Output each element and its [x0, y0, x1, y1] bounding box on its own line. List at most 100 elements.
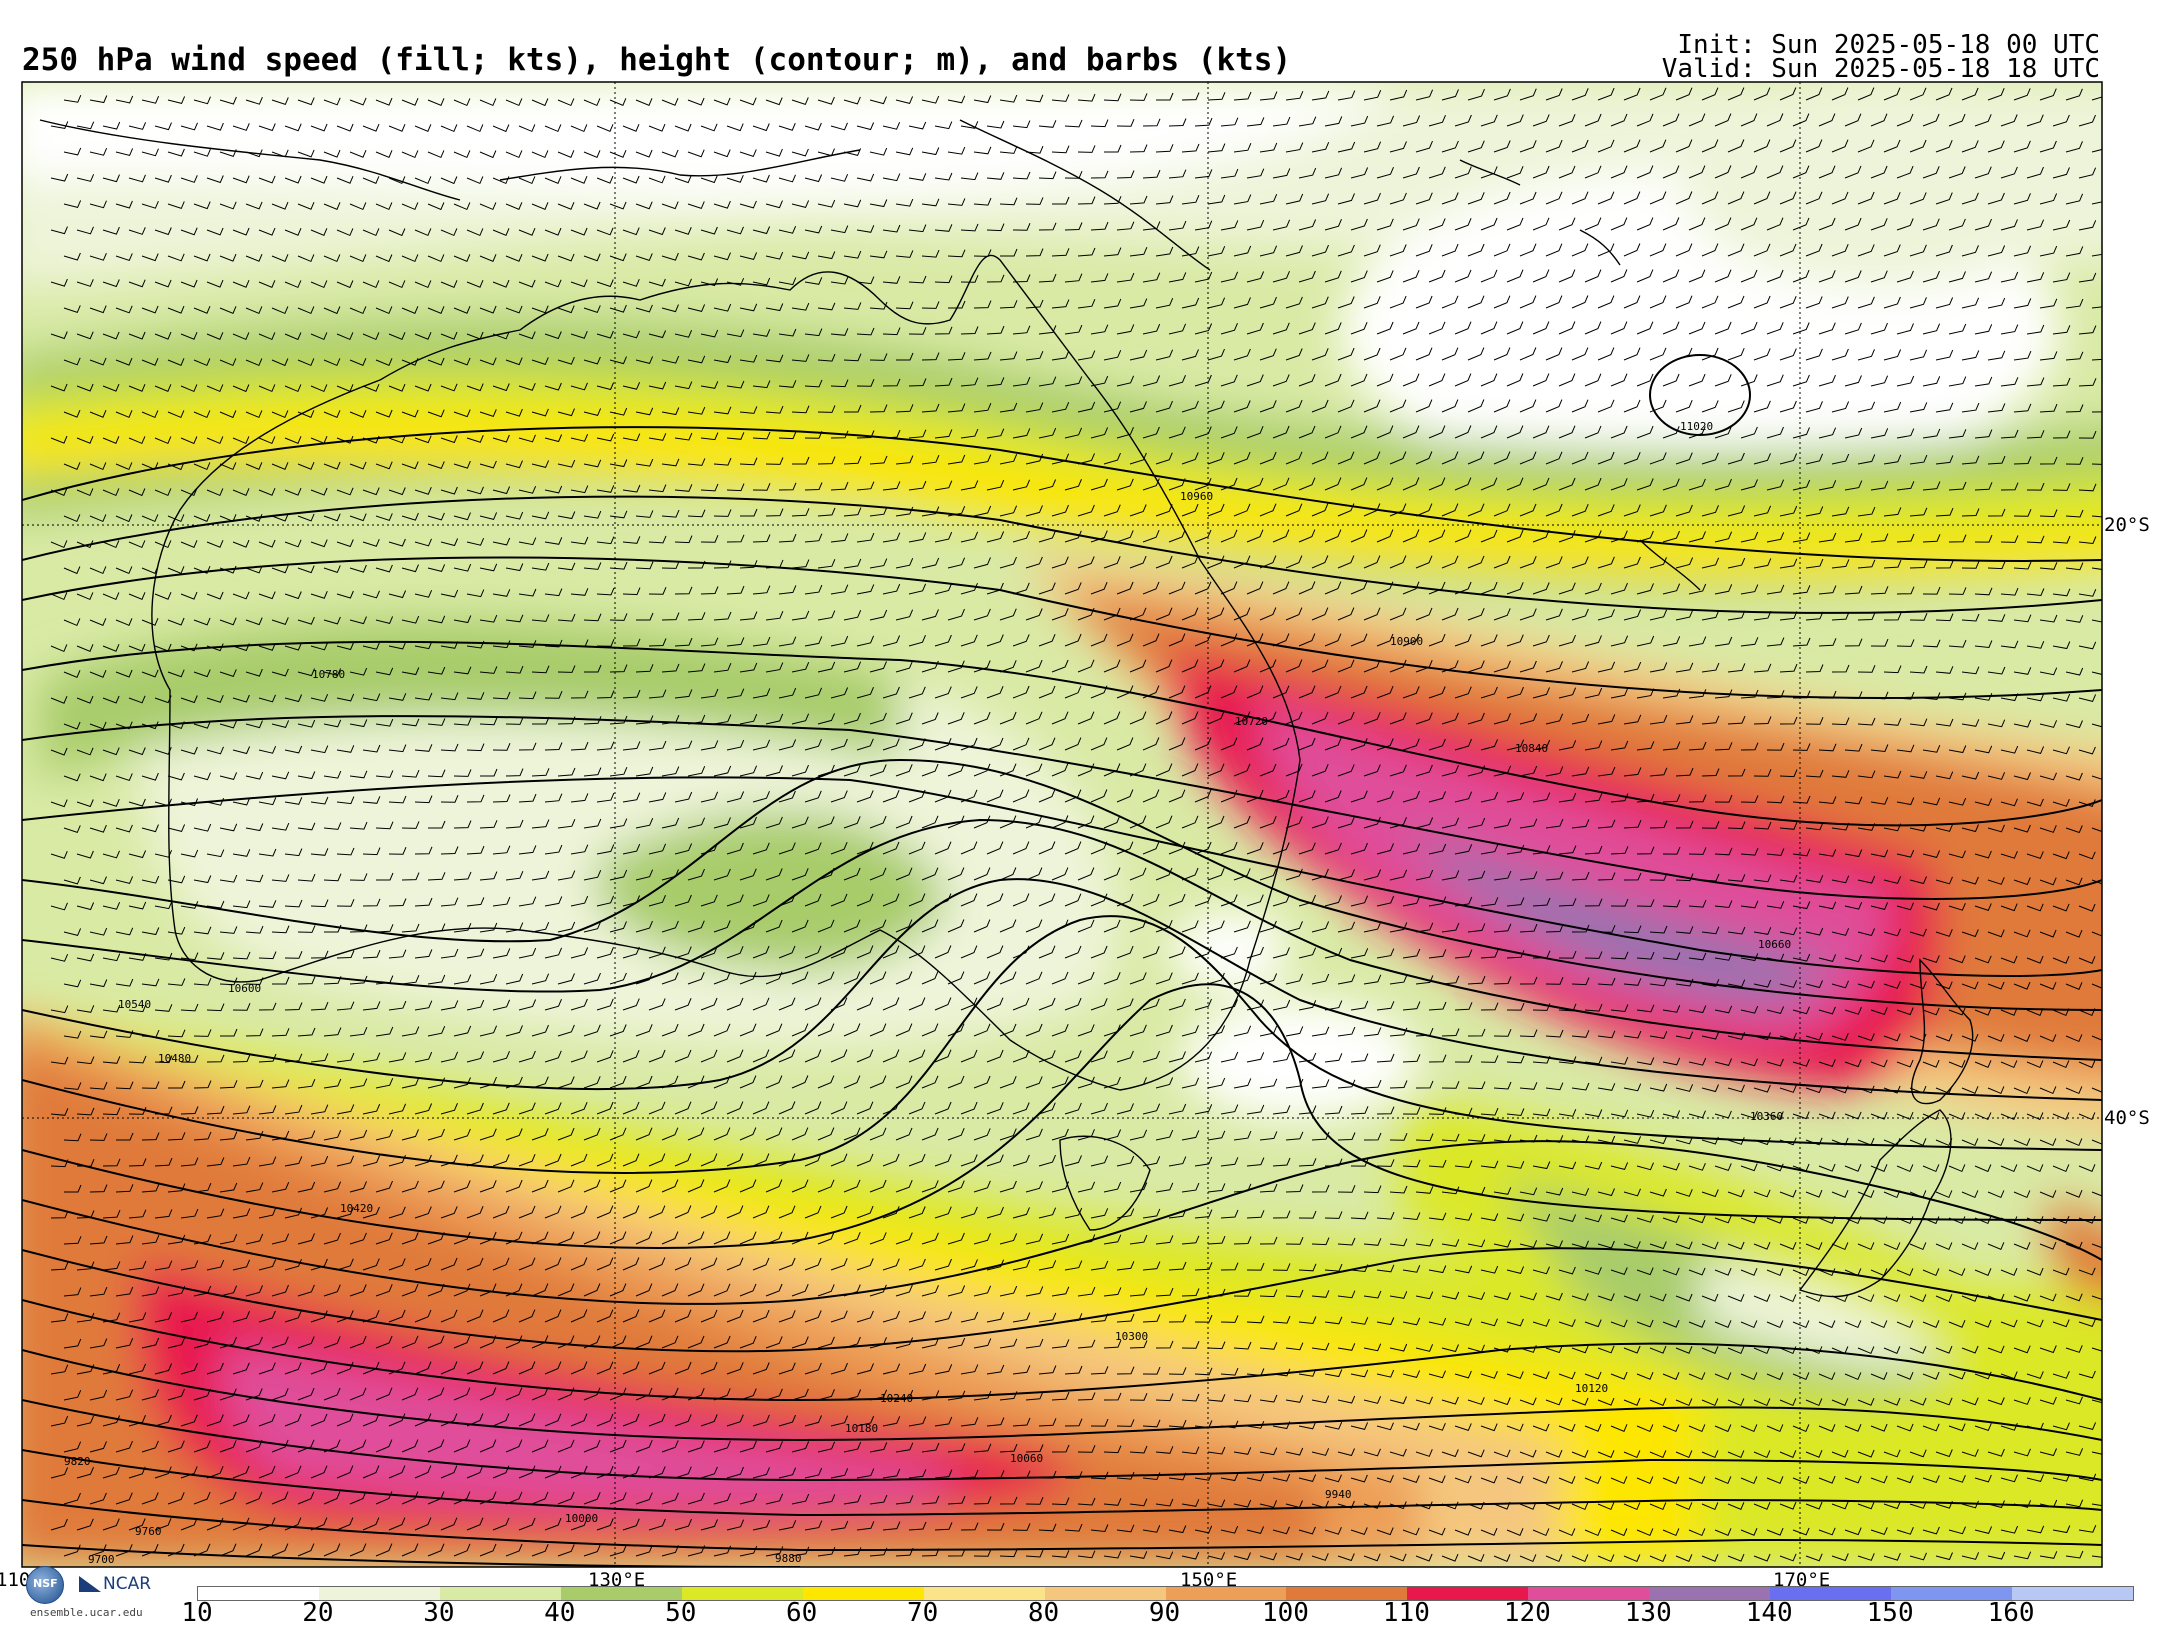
wind-barb: [1090, 324, 1109, 335]
wind-barb: [284, 1362, 302, 1375]
colorbar-segment: [1286, 1587, 1408, 1600]
wind-barb: [1766, 637, 1785, 647]
wind-barb: [271, 1079, 290, 1089]
wind-barb: [1935, 1190, 1953, 1199]
wind-barb: [1987, 508, 2006, 517]
wind-barb: [1129, 659, 1147, 673]
wind-barb: [1012, 893, 1030, 907]
wind-barb: [1376, 1527, 1394, 1536]
wind-barb: [843, 816, 861, 829]
wind-barb: [1285, 1552, 1303, 1561]
wind-barb: [934, 1522, 953, 1531]
wind-barb: [1948, 429, 1967, 439]
wind-barb: [323, 1078, 342, 1089]
wind-barb: [50, 278, 68, 287]
wind-barb: [1675, 1502, 1693, 1511]
wind-barb: [115, 95, 134, 104]
wind-barb: [570, 331, 588, 339]
wind-barb: [531, 1491, 549, 1505]
wind-barb: [622, 998, 640, 1011]
wind-barb: [765, 1231, 783, 1245]
wind-barb: [206, 1003, 225, 1012]
wind-barb: [713, 765, 732, 777]
wind-barb: [1519, 295, 1537, 309]
wind-barb: [830, 842, 848, 855]
wind-barb: [1155, 246, 1174, 257]
wind-barb: [336, 280, 354, 289]
wind-barb: [1896, 744, 1915, 753]
wind-barb: [1974, 1423, 1992, 1432]
wind-barb: [609, 1439, 627, 1453]
wind-barb: [1740, 1372, 1758, 1381]
wind-barb: [193, 96, 211, 105]
wind-barb: [2078, 1525, 2097, 1533]
wind-barb: [869, 1389, 888, 1401]
wind-barb: [1753, 1398, 1771, 1407]
wind-barb: [687, 817, 706, 829]
wind-barb: [1636, 1319, 1654, 1328]
wind-barb: [700, 1153, 718, 1167]
wind-barb: [1220, 374, 1238, 387]
wind-barb: [1831, 875, 1850, 884]
wind-barb: [1948, 376, 1967, 387]
wind-barb: [1480, 1423, 1498, 1432]
wind-barb: [1285, 816, 1303, 829]
wind-barb: [1506, 1371, 1524, 1380]
wind-barb: [752, 585, 771, 595]
wind-barb: [1636, 1162, 1654, 1171]
wind-barb: [999, 351, 1018, 361]
wind-barb: [128, 488, 146, 497]
wind-barb: [1558, 530, 1576, 543]
wind-barb: [375, 409, 393, 418]
wind-barb: [1207, 92, 1226, 101]
colorbar-segment: [2012, 1587, 2133, 1600]
wind-barb: [622, 1361, 640, 1375]
wind-barb: [1649, 87, 1667, 101]
wind-barb: [219, 253, 237, 262]
wind-barb: [2078, 851, 2096, 860]
wind-barb: [1753, 348, 1771, 361]
wind-barb: [1597, 1030, 1616, 1039]
wind-barb: [440, 124, 458, 133]
wind-barb: [297, 719, 316, 728]
wind-barb: [440, 1361, 458, 1375]
wind-barb: [1974, 745, 1993, 754]
wind-barb: [466, 1257, 484, 1271]
wind-barb: [908, 1311, 926, 1323]
wind-barb: [804, 842, 822, 855]
wind-barb: [1077, 145, 1096, 153]
wind-barb: [934, 1154, 952, 1167]
wind-barb: [1311, 1290, 1330, 1298]
wind-barb: [739, 1336, 757, 1349]
wind-barb: [427, 1128, 445, 1141]
wind-barb: [206, 488, 224, 497]
wind-barb: [1181, 763, 1199, 777]
wind-barb: [1974, 324, 1993, 335]
wind-barb: [1545, 451, 1563, 465]
wind-barb: [1948, 1060, 1966, 1068]
wind-barb: [50, 1313, 69, 1323]
wind-barb: [1714, 478, 1732, 491]
lat-label-20s: 20°S: [2104, 514, 2150, 536]
wind-barb: [1701, 1502, 1719, 1511]
wind-barb: [1935, 192, 1953, 205]
wind-barb: [388, 590, 407, 599]
wind-barb: [1116, 427, 1134, 439]
wind-barb: [1168, 1156, 1187, 1167]
wind-barb: [856, 790, 874, 803]
wind-barb: [570, 588, 589, 596]
wind-barb: [1012, 1365, 1031, 1375]
wind-barb: [622, 1466, 640, 1479]
wind-barb: [414, 383, 432, 392]
wind-barb: [492, 1465, 510, 1479]
wind-barb: [2013, 245, 2032, 257]
wind-barb: [128, 436, 146, 445]
wind-barb: [258, 694, 276, 703]
wind-barb: [778, 1205, 796, 1219]
wind-barb: [284, 848, 303, 857]
wind-barb: [1740, 900, 1759, 909]
wind-barb: [687, 406, 706, 415]
wind-barb: [232, 951, 251, 960]
wind-barb: [713, 663, 732, 673]
wind-barb: [636, 612, 654, 621]
